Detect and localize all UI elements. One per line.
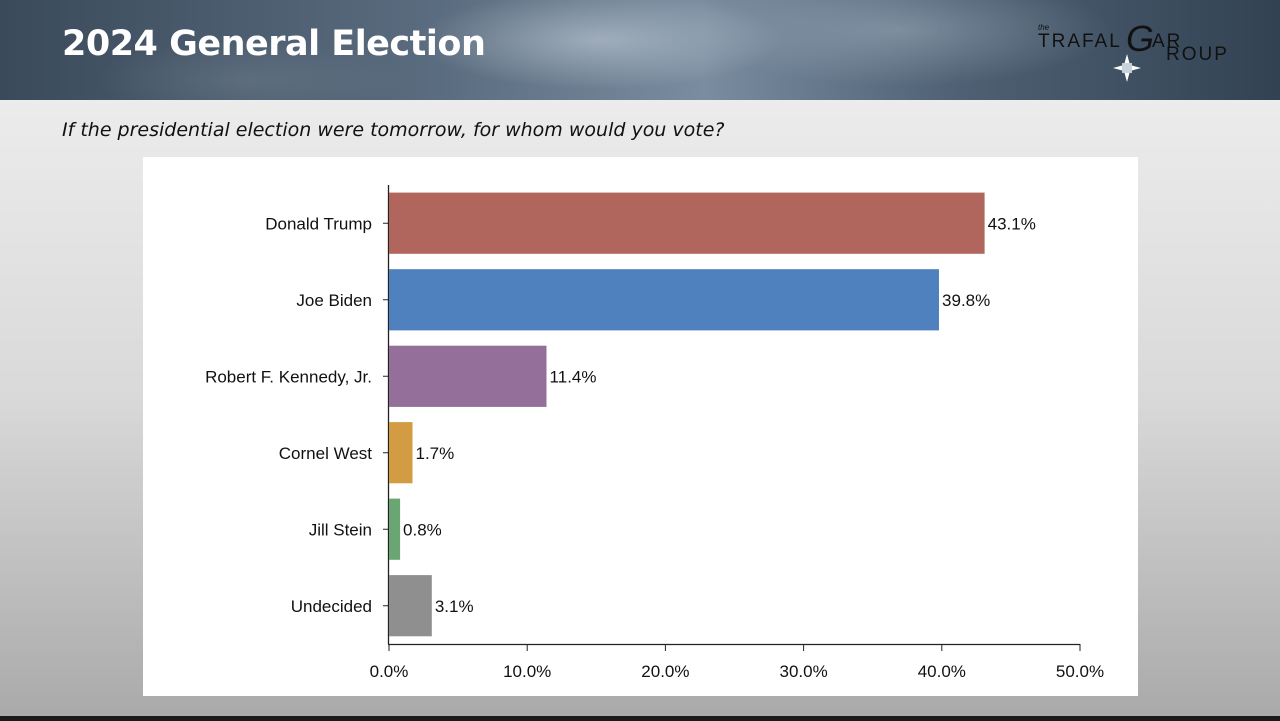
category-label-joe-biden: Joe Biden <box>296 291 372 310</box>
value-label-robert-f-kennedy-jr: 11.4% <box>550 367 597 386</box>
bar-joe-biden <box>389 269 939 331</box>
question-text: If the presidential election were tomorr… <box>62 119 725 141</box>
chart-panel: Donald Trump 43.1% Joe Biden 39.8% Robert F.… <box>143 157 1138 696</box>
logo-ar: AR <box>1152 31 1182 52</box>
logo-g: G <box>1126 18 1154 59</box>
value-label-joe-biden: 39.8% <box>942 291 990 310</box>
x-tick-label-5: 50.0% <box>1056 662 1104 681</box>
bar-jill-stein <box>389 498 401 560</box>
value-label-undecided: 3.1% <box>435 597 474 616</box>
category-label-robert-f-kennedy-jr: Robert F. Kennedy, Jr. <box>205 367 372 386</box>
category-label-cornel-west: Cornel West <box>279 444 372 463</box>
x-tick-label-4: 40.0% <box>918 662 966 681</box>
page-title: 2024 General Election <box>62 24 486 64</box>
x-tick-label-0: 0.0% <box>370 662 409 681</box>
logo-trafal: TRAFAL <box>1038 31 1122 52</box>
bar-chart: Donald Trump 43.1% Joe Biden 39.8% Robert F.… <box>205 185 1104 681</box>
header-banner: 2024 General Election the TRAFAL G AR RO… <box>0 0 1280 100</box>
category-label-undecided: Undecided <box>291 597 372 616</box>
logo-the: the <box>1038 23 1050 32</box>
value-label-donald-trump: 43.1% <box>988 214 1036 233</box>
value-label-jill-stein: 0.8% <box>403 520 442 539</box>
trafalgar-group-logo: the TRAFAL G AR ROUP <box>1038 18 1229 82</box>
bar-undecided <box>389 575 432 637</box>
category-label-jill-stein: Jill Stein <box>309 520 372 539</box>
category-label-donald-trump: Donald Trump <box>265 214 372 233</box>
bar-robert-f-kennedy-jr <box>389 345 547 407</box>
x-tick-label-2: 20.0% <box>641 662 689 681</box>
logo-roup: ROUP <box>1166 44 1229 65</box>
bar-cornel-west <box>389 422 413 484</box>
x-tick-label-3: 30.0% <box>779 662 827 681</box>
bar-donald-trump <box>389 192 985 254</box>
x-tick-label-1: 10.0% <box>503 662 551 681</box>
bottom-border <box>0 716 1280 721</box>
compass-star-icon <box>1113 54 1141 82</box>
value-label-cornel-west: 1.7% <box>415 444 454 463</box>
